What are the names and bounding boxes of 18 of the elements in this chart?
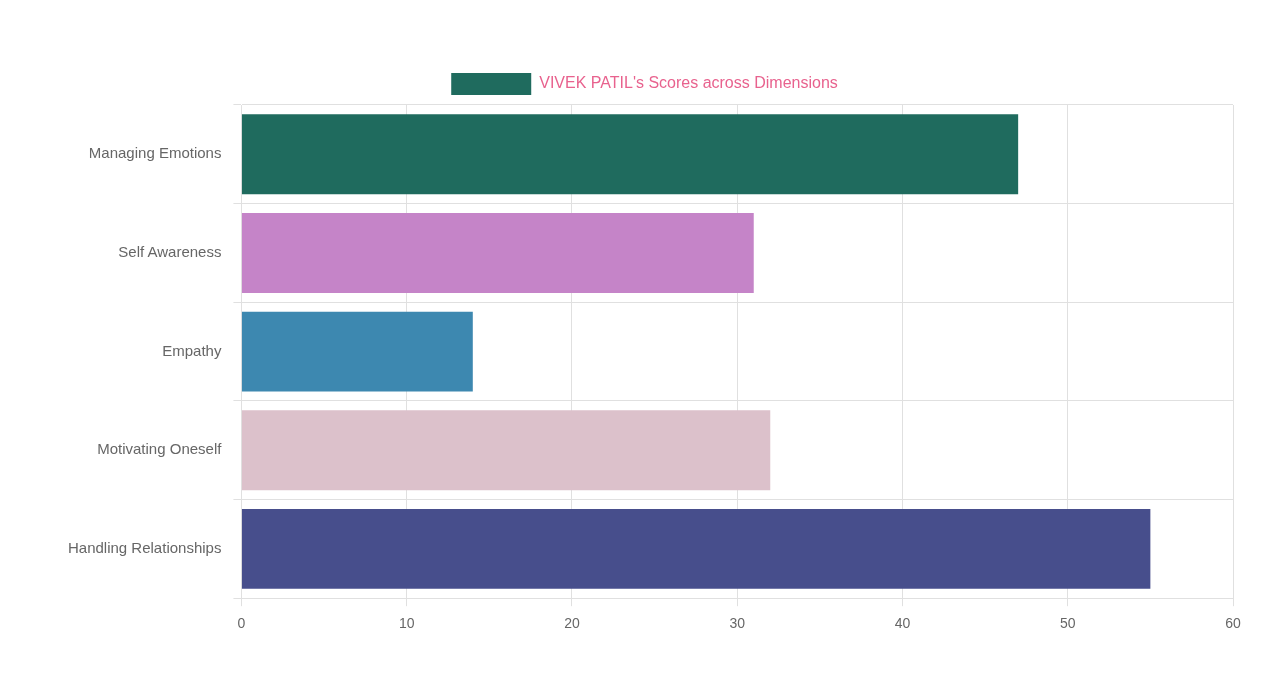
x-tick-label: 40 <box>894 615 911 632</box>
x-tick-label: 20 <box>564 615 580 632</box>
x-tick-label: 50 <box>1059 615 1076 632</box>
y-tick-label: Handling Relationships <box>67 539 222 557</box>
y-tick-label: Managing Emotions <box>88 144 222 162</box>
bar <box>241 311 473 392</box>
bar <box>241 114 1019 195</box>
bar <box>241 508 1151 589</box>
legend-label: VIVEK PATIL's Scores across Dimensions <box>539 74 838 92</box>
y-tick-label: Motivating Oneself <box>97 440 223 458</box>
x-tick-label: 30 <box>729 615 746 632</box>
bar <box>241 213 754 293</box>
x-tick-label: 60 <box>1225 615 1241 632</box>
bar <box>241 410 771 491</box>
x-tick-label: 10 <box>398 615 415 632</box>
y-tick-label: Self Awareness <box>118 243 222 261</box>
y-tick-label: Empathy <box>162 341 222 359</box>
x-tick-label: 0 <box>237 615 246 632</box>
